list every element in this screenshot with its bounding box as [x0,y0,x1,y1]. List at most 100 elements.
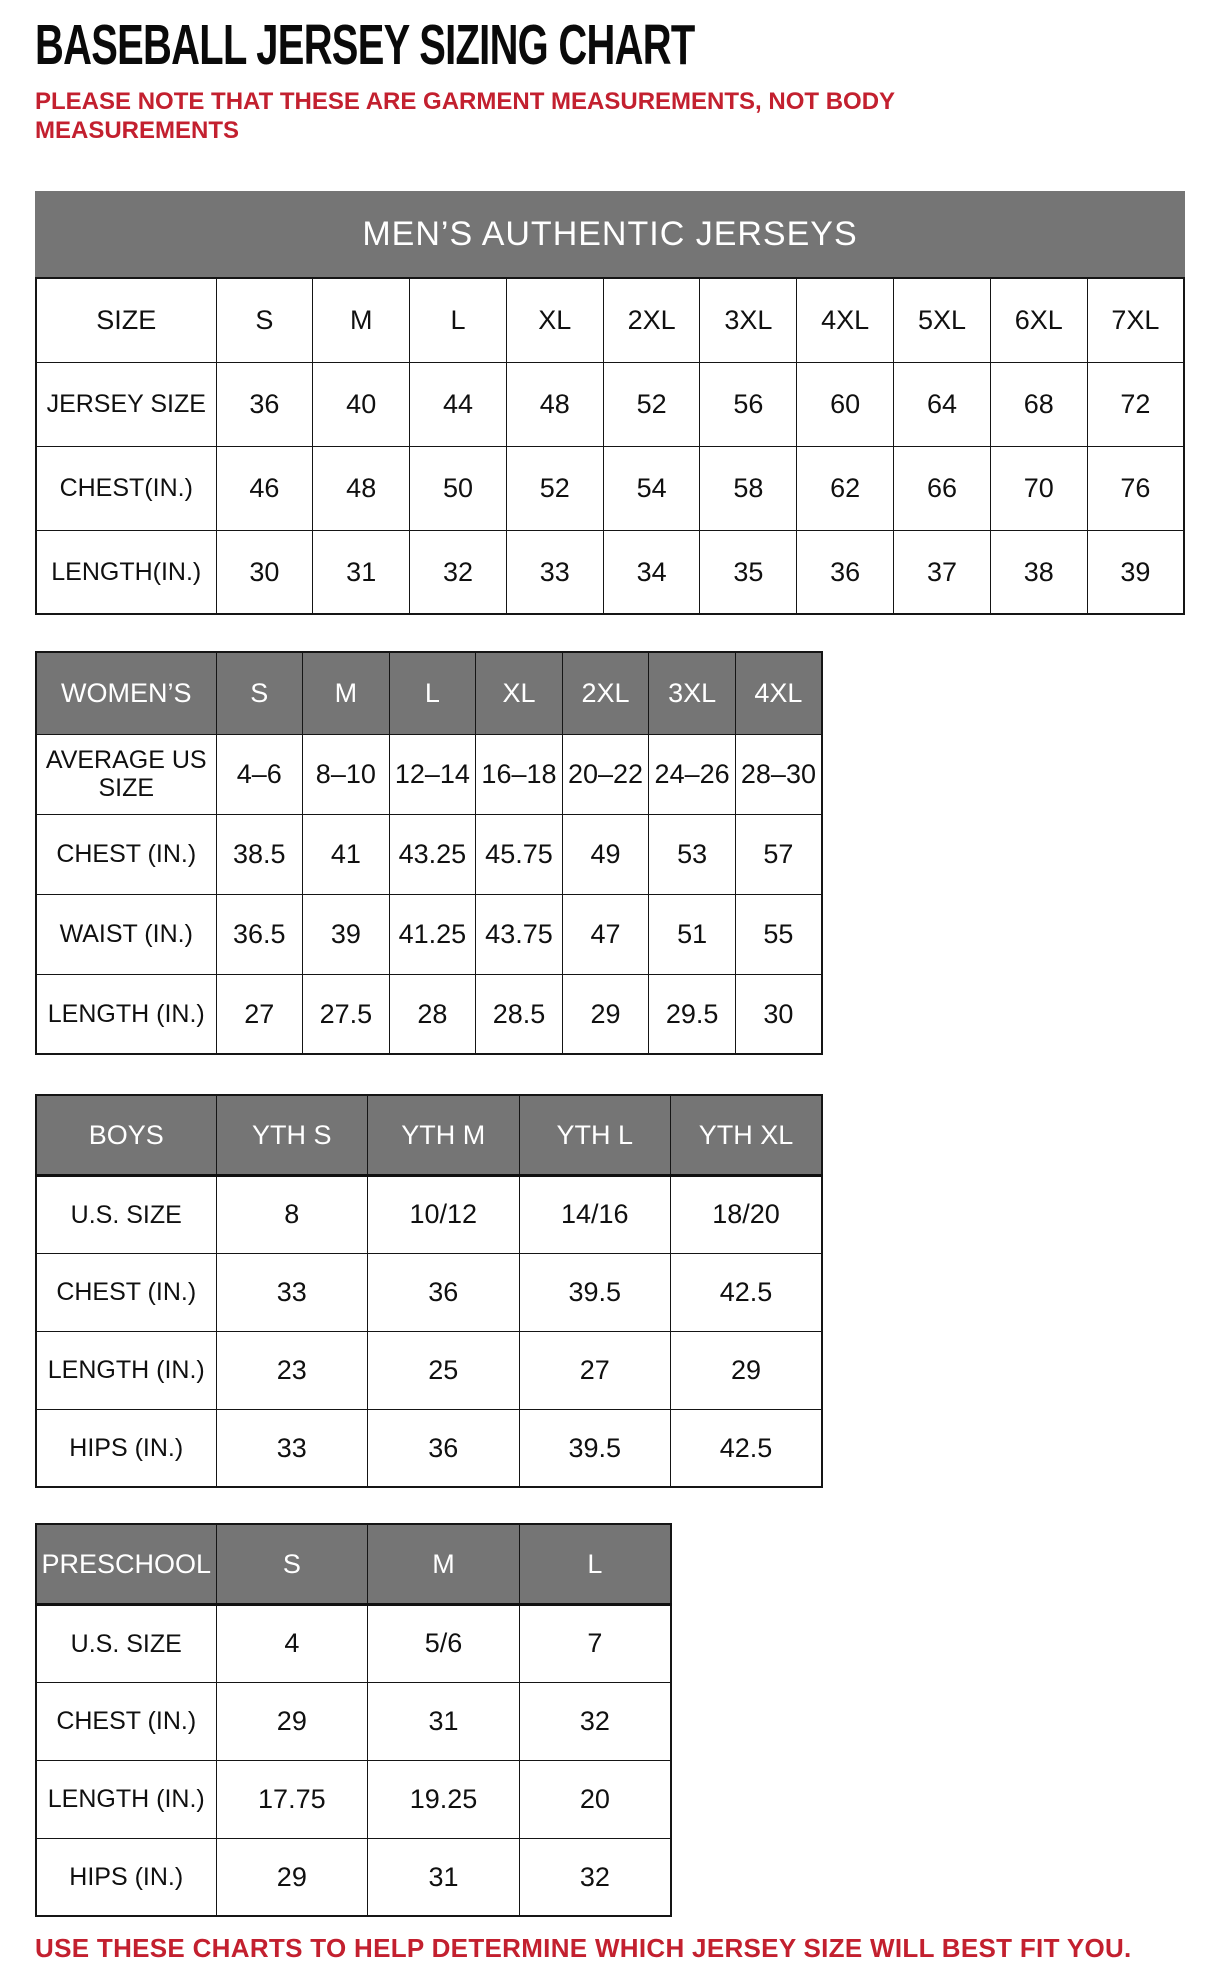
boys-table-size-header-cell: YTH XL [670,1094,823,1177]
boys-table-value-cell: 36 [367,1252,520,1332]
mens-table-value-cell: 76 [1086,445,1185,531]
page-title-text: BASEBALL JERSEY SIZING CHART [35,13,695,77]
womens-table-value-cell: 45.75 [475,813,563,895]
boys-section: BOYS YTH S YTH M YTH L YTH XL U.S. SIZE 8 10/12… [35,1094,1185,1489]
womens-table-size-header-cell: L [388,651,477,735]
preschool-table-value-cell: 19.25 [367,1759,520,1839]
womens-table-row: AVERAGE US SIZE 4–6 8–10 12–14 16–18 20–22 24–… [35,733,823,815]
preschool-table-value-cell: 20 [518,1759,672,1839]
mens-table-value-cell: 36 [215,361,314,447]
boys-table-value-cell: 27 [518,1330,671,1410]
womens-table-value-cell: 20–22 [561,733,650,815]
womens-table-value-cell: 28 [388,973,477,1055]
mens-table-row: SIZE S M L XL 2XL 3XL 4XL 5XL 6XL 7XL [35,277,1185,363]
boys-table-value-cell: 8 [215,1174,368,1254]
mens-table-value-cell: 54 [602,445,701,531]
mens-table-value-cell: 30 [215,529,314,615]
preschool-table-value-cell: 5/6 [367,1603,520,1683]
garment-measurements-note: PLEASE NOTE THAT THESE ARE GARMENT MEASU… [35,87,895,144]
boys-table-value-cell: 33 [215,1252,368,1332]
boys-table-value-cell: 42.5 [670,1408,823,1488]
boys-table-value-cell: 36 [367,1408,520,1488]
boys-table-row: CHEST (IN.) 33 36 39.5 42.5 [35,1252,823,1332]
preschool-table-value-cell: 32 [518,1681,672,1761]
boys-table-value-cell: 14/16 [518,1174,671,1254]
womens-table-row-label: WAIST (IN.) [35,893,217,975]
mens-table-row: LENGTH(IN.) 30 31 32 33 34 35 36 37 38 39 [35,529,1185,615]
preschool-table-size-header-cell: L [518,1523,672,1606]
boys-table-value-cell: 23 [215,1330,368,1410]
womens-table-value-cell: 57 [734,813,823,895]
mens-table-value-cell: 34 [602,529,701,615]
preschool-table-row: U.S. SIZE 4 5/6 7 [35,1603,672,1683]
womens-table-value-cell: 36.5 [215,893,304,975]
boys-table: BOYS YTH S YTH M YTH L YTH XL U.S. SIZE 8 10/12… [35,1094,823,1489]
mens-table-value-cell: 72 [1086,361,1185,447]
boys-table-value-cell: 33 [215,1408,368,1488]
mens-table-value-cell: 50 [409,445,507,531]
preschool-table-value-cell: 4 [215,1603,369,1683]
mens-table-value-cell: 44 [409,361,507,447]
mens-table-value-cell: 3XL [699,277,798,363]
mens-table-value-cell: 58 [699,445,798,531]
mens-table-value-cell: XL [505,277,604,363]
mens-table-value-cell: 31 [312,529,411,615]
womens-table-value-cell: 39 [302,893,390,975]
womens-table-value-cell: 38.5 [215,813,304,895]
boys-table-row-label: HIPS (IN.) [35,1408,217,1488]
mens-table-value-cell: 68 [989,361,1088,447]
preschool-table-row-label: CHEST (IN.) [35,1681,217,1761]
preschool-size-table: PRESCHOOL S M L U.S. SIZE 4 5/6 7 CHEST (IN.) 29 3… [35,1523,1185,1918]
mens-table-value-cell: 37 [893,529,991,615]
mens-table-value-cell: 2XL [602,277,701,363]
womens-table-value-cell: 41 [302,813,390,895]
preschool-table-row-label: LENGTH (IN.) [35,1759,217,1839]
preschool-table-value-cell: 7 [518,1603,672,1683]
womens-table-row-label: LENGTH (IN.) [35,973,217,1055]
boys-table-row: HIPS (IN.) 33 36 39.5 42.5 [35,1408,823,1488]
boys-table-size-header-cell: YTH L [518,1094,671,1177]
footer-note: USE THESE CHARTS TO HELP DETERMINE WHICH… [35,1933,1132,1964]
mens-table-value-cell: M [312,277,411,363]
womens-table-header-row: WOMEN’S S M L XL 2XL 3XL 4XL [35,651,823,735]
preschool-table-value-cell: 29 [215,1837,369,1917]
mens-size-table: SIZE S M L XL 2XL 3XL 4XL 5XL 6XL 7XL JERSEY SIZE 36… [35,277,1185,616]
mens-table-value-cell: S [215,277,314,363]
mens-table-value-cell: 36 [796,529,895,615]
mens-table-value-cell: L [409,277,507,363]
boys-table-size-header-cell: YTH M [367,1094,520,1177]
womens-table-row: LENGTH (IN.) 27 27.5 28 28.5 29 29.5 30 [35,973,823,1055]
womens-table-size-header-cell: 2XL [561,651,650,735]
preschool-section: PRESCHOOL S M L U.S. SIZE 4 5/6 7 CHEST (IN.) 29 3… [35,1523,1185,1918]
mens-table-value-cell: 5XL [893,277,991,363]
mens-table-row-label: CHEST(IN.) [35,445,217,531]
mens-table-value-cell: 6XL [989,277,1088,363]
mens-table-value-cell: 4XL [796,277,895,363]
boys-table-row-label: CHEST (IN.) [35,1252,217,1332]
boys-table-value-cell: 25 [367,1330,520,1410]
womens-table-row-label: AVERAGE US SIZE [35,733,217,815]
womens-table-size-header-cell: 3XL [648,651,736,735]
womens-table-header-label: WOMEN’S [35,651,217,735]
boys-size-table: BOYS YTH S YTH M YTH L YTH XL U.S. SIZE 8 10/12… [35,1094,1185,1489]
womens-table-row-label: CHEST (IN.) [35,813,217,895]
womens-table-size-header-cell: 4XL [734,651,823,735]
boys-table-value-cell: 29 [670,1330,823,1410]
mens-table-row: CHEST(IN.) 46 48 50 52 54 58 62 66 70 76 [35,445,1185,531]
womens-table-value-cell: 28.5 [475,973,563,1055]
preschool-table-size-header-cell: S [215,1523,369,1606]
womens-table-value-cell: 28–30 [734,733,823,815]
mens-table-value-cell: 66 [893,445,991,531]
preschool-table: PRESCHOOL S M L U.S. SIZE 4 5/6 7 CHEST (IN.) 29 3… [35,1523,672,1918]
mens-table-value-cell: 33 [505,529,604,615]
mens-table-value-cell: 38 [989,529,1088,615]
boys-table-header-label: BOYS [35,1094,217,1177]
mens-banner: MEN’S AUTHENTIC JERSEYS [35,191,1185,278]
boys-table-header-row: BOYS YTH S YTH M YTH L YTH XL [35,1094,823,1177]
womens-table-value-cell: 12–14 [388,733,477,815]
womens-table-value-cell: 24–26 [648,733,736,815]
womens-table-value-cell: 29.5 [648,973,736,1055]
womens-table-value-cell: 43.25 [388,813,477,895]
boys-table-value-cell: 39.5 [518,1408,671,1488]
